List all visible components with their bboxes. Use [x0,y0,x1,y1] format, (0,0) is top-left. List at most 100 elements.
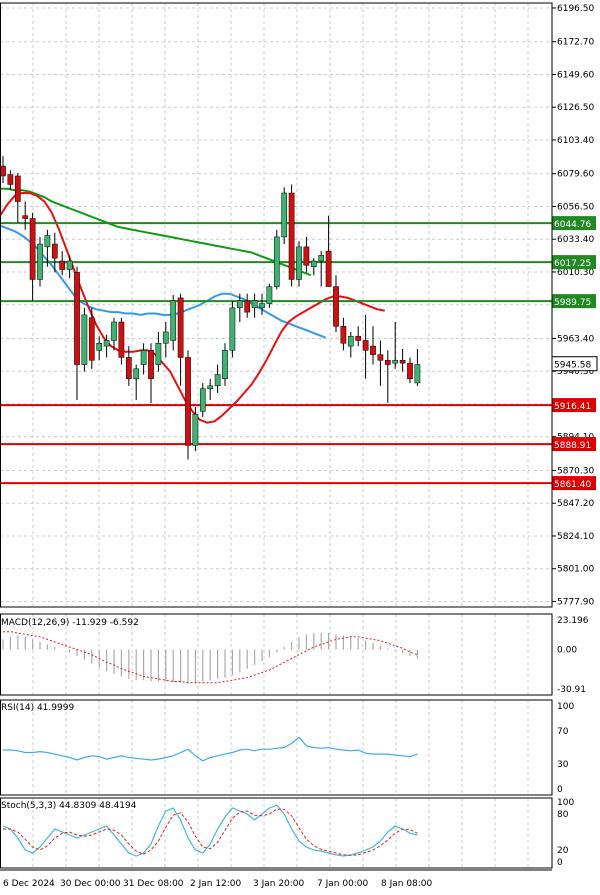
y-tick-label: 5777.90 [557,597,594,607]
y-tick-label: 6103.40 [557,136,594,146]
panel-frame [0,2,553,608]
x-tick-label: 2 Jan 12:00 [190,879,242,889]
stoch-k-line [2,804,418,857]
macd-label: MACD(12,26,9) -11.929 -6.592 [1,618,139,628]
bear-candle [333,286,339,327]
price-panel [0,156,552,485]
bull-candle [310,260,317,267]
y-tick-label: 6126.50 [557,103,594,113]
bear-candle [377,354,384,361]
bear-candle [88,317,95,361]
x-tick-label: 6 Dec 2024 [3,879,55,889]
rsi-y-label: 0 [557,785,563,795]
bull-candle [214,374,221,387]
bear-candle [399,360,406,364]
bear-candle [370,345,376,355]
bull-candle [170,300,177,341]
bear-candle [7,174,14,185]
bear-candle [59,260,66,270]
stoch-label: Stoch(5,3,3) 44.8309 48.4194 [1,801,137,811]
macd-y-label: 23.196 [557,616,589,626]
bull-candle [133,368,140,379]
stoch-y-label: 0 [557,858,563,868]
macd-y-label: -30.91 [557,685,586,695]
resistance-level-box [552,216,596,231]
support-level-label: 5861.40 [554,480,591,490]
x-tick-label: 3 Jan 20:00 [253,879,305,889]
bear-candle [355,335,362,341]
bull-candle [155,343,162,365]
resistance-level-box [552,255,596,270]
y-tick-label: 5963.40 [557,334,594,344]
bull-candle [192,413,199,446]
bear-candle [244,300,251,313]
x-tick-label: 31 Dec 08:00 [123,879,184,889]
rsi-line [3,736,418,762]
bear-candle [362,340,369,351]
y-tick-label: 6196.50 [557,4,594,14]
bull-candle [318,255,325,262]
bear-candle [148,350,154,379]
bear-candle [325,250,332,287]
stoch-d-line [3,808,418,856]
x-tick-label: 8 Jan 08:00 [381,879,433,889]
bear-candle [340,326,347,344]
rsi-label: RSI(14) 41.9999 [1,703,74,713]
bull-candle [140,350,147,365]
bull-candle [236,300,243,309]
support-level-label: 5916.41 [554,402,591,412]
bull-candle [347,335,354,347]
bear-candle [29,218,36,280]
support-level-label: 5888.91 [554,441,591,451]
resistance-level-label: 6017.25 [554,259,591,269]
bear-candle [51,243,58,259]
bull-candle [281,192,288,238]
y-tick-label: 5940.30 [557,367,594,377]
y-tick-label: 6149.60 [557,70,594,80]
bull-candle [392,360,399,364]
y-tick-label: 5824.10 [557,532,594,542]
stoch-y-label: 80 [557,810,569,820]
y-tick-label: 6056.50 [557,202,594,212]
panel-frame [0,797,553,869]
y-tick-label: 5870.30 [557,466,594,476]
macd-panel: MACD(12,26,9) -11.929 -6.592 [1,618,418,684]
bear-candle [0,165,6,177]
bull-candle [111,321,117,341]
bear-candle [125,357,132,379]
bull-candle [273,236,280,287]
y-tick-label: 6010.30 [557,268,594,278]
bear-candle [22,215,29,219]
bear-candle [384,360,391,365]
bull-candle [259,303,265,309]
bear-candle [14,175,21,202]
ma-fast-line [0,192,385,424]
bear-candle [407,362,413,379]
bear-candle [74,272,80,365]
bull-candle [96,343,103,351]
bear-candle [118,321,125,358]
rsi-y-label: 70 [557,727,569,737]
bear-candle [177,297,184,358]
resistance-level-label: 5989.75 [554,298,591,308]
bull-candle [199,388,206,412]
y-tick-label: 5847.20 [557,499,594,509]
bull-candle [103,340,110,347]
panel-frame [0,699,553,796]
bull-candle [266,286,273,304]
bull-candle [37,243,43,280]
grid-layer [0,3,552,868]
bear-candle [288,192,295,280]
bear-candle [185,357,191,446]
stoch-panel: Stoch(5,3,3) 44.8309 48.4194 [1,801,418,857]
bull-candle [44,235,51,248]
y-tick-label: 6172.70 [557,38,594,48]
stoch-y-label: 20 [557,846,569,856]
y-tick-label: 5801.00 [557,565,594,575]
ma-mid-line [0,224,326,339]
bull-candle [66,260,73,270]
